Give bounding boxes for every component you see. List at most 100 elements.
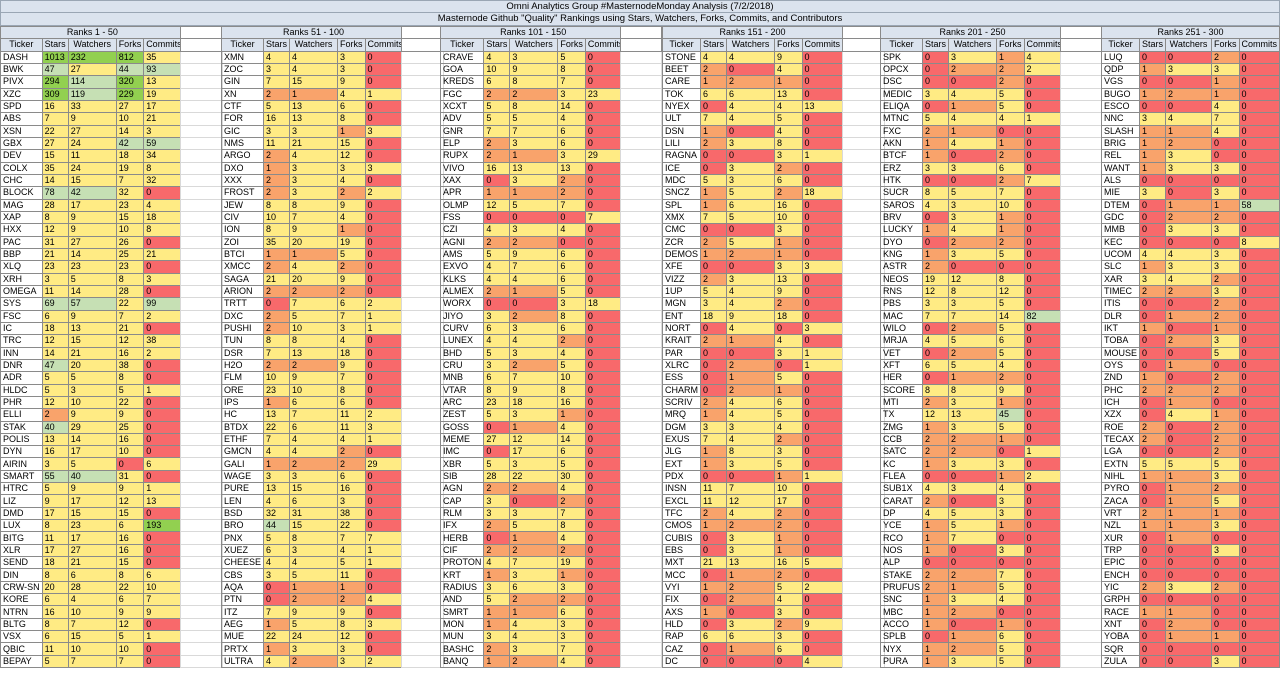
stars-cell: 0: [1139, 482, 1167, 496]
watchers-cell: 3: [948, 457, 998, 471]
ticker-cell: PRTX: [220, 642, 265, 656]
stars-cell: 0: [1139, 50, 1167, 64]
table-row: WORX 0 0 3 18: [439, 297, 627, 311]
commits-cell: 0: [364, 568, 407, 582]
forks-cell: 4: [774, 99, 803, 114]
table-row: GALI 1 2 2 29: [220, 457, 407, 471]
watchers-cell: 0: [1165, 173, 1212, 188]
forks-cell: 3: [337, 50, 366, 64]
watchers-cell: 4: [289, 149, 339, 163]
ticker-cell: ZCR: [661, 235, 702, 249]
rank-block: Ranks 151 - 200 Ticker Stars Watchers Forks C…: [661, 25, 844, 669]
watchers-cell: 2: [726, 580, 776, 595]
forks-cell: 0: [996, 445, 1025, 459]
ticker-cell: SATC: [879, 445, 924, 459]
table-row: JEW 8 8 9 0: [220, 198, 407, 212]
forks-cell: 19: [337, 235, 366, 249]
table-row: GIN 7 15 9 0: [220, 75, 407, 89]
watchers-cell: 1: [289, 247, 339, 262]
stars-cell: 12: [41, 334, 69, 348]
watchers-cell: 0: [1165, 99, 1212, 114]
commits-cell: 0: [584, 260, 627, 274]
watchers-cell: 7: [67, 654, 117, 669]
stars-cell: 4: [263, 556, 291, 570]
watchers-cell: 4: [726, 50, 776, 64]
forks-cell: 3: [337, 321, 366, 336]
table-row: ESCO 0 0 4 0: [1100, 99, 1280, 114]
commits-cell: 2: [143, 309, 185, 323]
table-row: HXX 12 9 10 8: [0, 223, 185, 237]
table-row: LIZ 9 17 12 13: [0, 494, 185, 508]
ticker-cell: PIVX: [0, 75, 43, 89]
table-row: VSX 6 15 5 1: [0, 630, 185, 644]
ticker-cell: LUCKY: [879, 223, 924, 237]
table-row: XN 2 1 4 1: [220, 87, 407, 101]
column-header: Forks: [337, 38, 366, 52]
column-header: Watchers: [948, 38, 998, 52]
stars-cell: 2: [922, 124, 950, 138]
ticker-cell: JEW: [220, 198, 265, 212]
forks-cell: 5: [337, 247, 366, 262]
watchers-cell: 5: [726, 186, 776, 200]
table-row: XFE 0 0 3 3: [661, 260, 844, 274]
watchers-cell: 0: [726, 654, 776, 669]
forks-cell: 30: [557, 469, 586, 484]
forks-cell: 6: [337, 469, 366, 484]
ticker-cell: XAP: [0, 210, 43, 225]
commits-cell: 0: [584, 580, 627, 595]
forks-cell: 3: [1211, 519, 1240, 533]
stars-cell: 7: [700, 112, 728, 126]
ticker-cell: BEPAY: [0, 654, 43, 669]
table-row: SAGA 21 20 9 0: [220, 272, 407, 286]
watchers-cell: 29: [67, 420, 117, 434]
stars-cell: 10: [263, 371, 291, 385]
forks-cell: 16: [115, 543, 145, 558]
commits-cell: 0: [801, 235, 844, 249]
stars-cell: 10: [263, 210, 291, 225]
table-row: WAGE 3 3 6 0: [220, 469, 407, 484]
watchers-cell: 1: [509, 531, 559, 545]
ticker-cell: ELIQA: [879, 99, 924, 114]
stars-cell: 2: [263, 87, 291, 101]
table-row: PIVX 294 114 320 13: [0, 75, 185, 89]
watchers-cell: 3: [509, 642, 559, 656]
stars-cell: 2: [1139, 432, 1167, 447]
commits-cell: 0: [1238, 371, 1280, 385]
ticker-cell: DGM: [661, 420, 702, 434]
forks-cell: 3: [557, 87, 586, 101]
stars-cell: 1013: [41, 50, 69, 64]
stars-cell: 4: [922, 334, 950, 348]
rank-range-header: Ranks 51 - 100: [220, 25, 407, 40]
forks-cell: 2: [774, 186, 803, 200]
table-row: MUN 3 4 3 0: [439, 630, 627, 644]
ticker-cell: ION: [220, 223, 265, 237]
ticker-cell: JLG: [661, 445, 702, 459]
stars-cell: 0: [700, 568, 728, 582]
stars-cell: 5: [41, 654, 69, 669]
stars-cell: 35: [41, 161, 69, 175]
ticker-cell: RNS: [879, 284, 924, 299]
commits-cell: 0: [1023, 223, 1066, 237]
table-row: SPK 0 3 1 4: [879, 50, 1066, 64]
table-row: ARION 2 2 2 0: [220, 284, 407, 299]
stars-cell: 5: [483, 457, 511, 471]
stars-cell: 1: [700, 605, 728, 619]
forks-cell: 8: [115, 272, 145, 286]
commits-cell: 0: [1238, 358, 1280, 373]
table-row: AGN 2 2 4 0: [439, 482, 627, 496]
forks-cell: 8: [115, 371, 145, 385]
watchers-cell: 1: [1165, 469, 1212, 484]
watchers-cell: 6: [67, 568, 117, 582]
watchers-cell: 1: [1165, 124, 1212, 138]
stars-cell: 1: [700, 445, 728, 459]
stars-cell: 7: [700, 432, 728, 447]
watchers-cell: 0: [948, 469, 998, 484]
table-row: RADIUS 3 6 3 0: [439, 580, 627, 595]
table-row: COLX 35 24 19 8: [0, 161, 185, 175]
watchers-cell: 3: [289, 186, 339, 200]
stars-cell: 0: [1139, 494, 1167, 508]
ticker-cell: SNC: [879, 593, 924, 607]
ticker-cell: WORX: [439, 297, 485, 311]
stars-cell: 3: [483, 358, 511, 373]
ticker-cell: SIB: [439, 469, 485, 484]
